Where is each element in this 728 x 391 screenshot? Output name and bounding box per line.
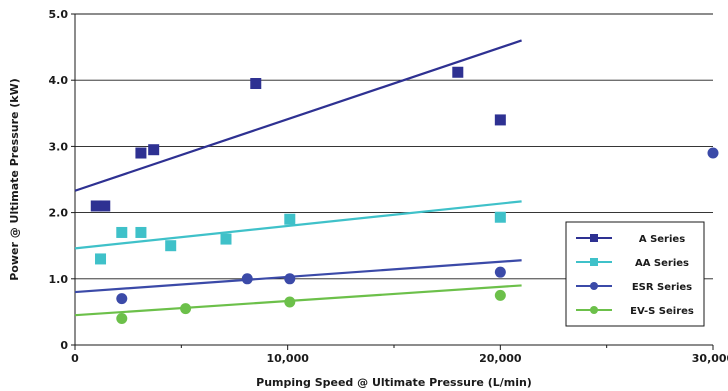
trend-lines: [74, 39, 522, 317]
y-tick-label-4: 4.0: [49, 74, 69, 87]
x-tick-label-2: 20,000: [479, 352, 522, 365]
x-axis-title: Pumping Speed @ Ultimate Pressure (L/min…: [256, 376, 532, 389]
x-tick-label-1: 10,000: [266, 352, 309, 365]
legend-box: [565, 221, 705, 327]
point-s1-2: [135, 226, 147, 238]
point-s0-0: [90, 200, 102, 212]
data-points: [90, 66, 719, 325]
y-tick-label-5: 5.0: [49, 8, 69, 21]
point-s0-6: [494, 114, 506, 126]
legend-label-2: ESR Series: [632, 282, 692, 293]
y-tick-label-1: 1.0: [49, 273, 69, 286]
point-s2-3: [494, 266, 506, 278]
y-axis-title: Power @ Ultimate Pressure (kW): [8, 78, 21, 281]
y-tick-label-0: 0: [60, 339, 68, 352]
trend-line-1: [74, 200, 522, 250]
trend-line-3: [74, 284, 522, 317]
point-s2-2: [284, 273, 296, 285]
point-s0-1: [99, 200, 111, 212]
point-s3-3: [494, 289, 506, 301]
x-tick-label-0: 0: [71, 352, 79, 365]
tick-labels: 0 1.0 2.0 3.0 4.0 5.0 0 10,000 20,000 30,000: [49, 8, 728, 365]
point-s1-0: [95, 253, 107, 265]
point-s1-4: [220, 233, 232, 245]
point-s1-1: [116, 226, 128, 238]
point-s2-4: [707, 147, 719, 159]
point-s0-3: [148, 144, 160, 156]
legend-label-3: EV-S Seires: [630, 306, 694, 317]
point-s3-2: [284, 296, 296, 308]
legend-marker-2: [590, 282, 598, 290]
legend-label-0: A Series: [639, 234, 685, 245]
point-s1-3: [165, 240, 177, 252]
point-s0-2: [135, 147, 147, 159]
point-s2-0: [116, 293, 128, 305]
point-s2-1: [241, 273, 253, 285]
point-s3-0: [116, 313, 128, 325]
point-s0-4: [250, 78, 262, 90]
point-s0-5: [452, 66, 464, 78]
trend-line-0: [74, 39, 522, 192]
y-tick-label-3: 3.0: [49, 140, 69, 153]
trend-line-2: [74, 259, 522, 294]
legend-label-1: AA Series: [635, 258, 689, 269]
y-tick-label-2: 2.0: [49, 207, 69, 220]
legend-marker-0: [590, 234, 598, 242]
point-s1-5: [284, 213, 296, 225]
legend: A Series AA Series ESR Series EV-S Seires: [565, 221, 705, 327]
axes: [71, 13, 714, 350]
point-s1-6: [494, 211, 506, 223]
legend-marker-1: [590, 258, 598, 266]
point-s3-1: [180, 303, 192, 315]
legend-marker-3: [590, 306, 598, 314]
x-tick-label-3: 30,000: [692, 352, 728, 365]
